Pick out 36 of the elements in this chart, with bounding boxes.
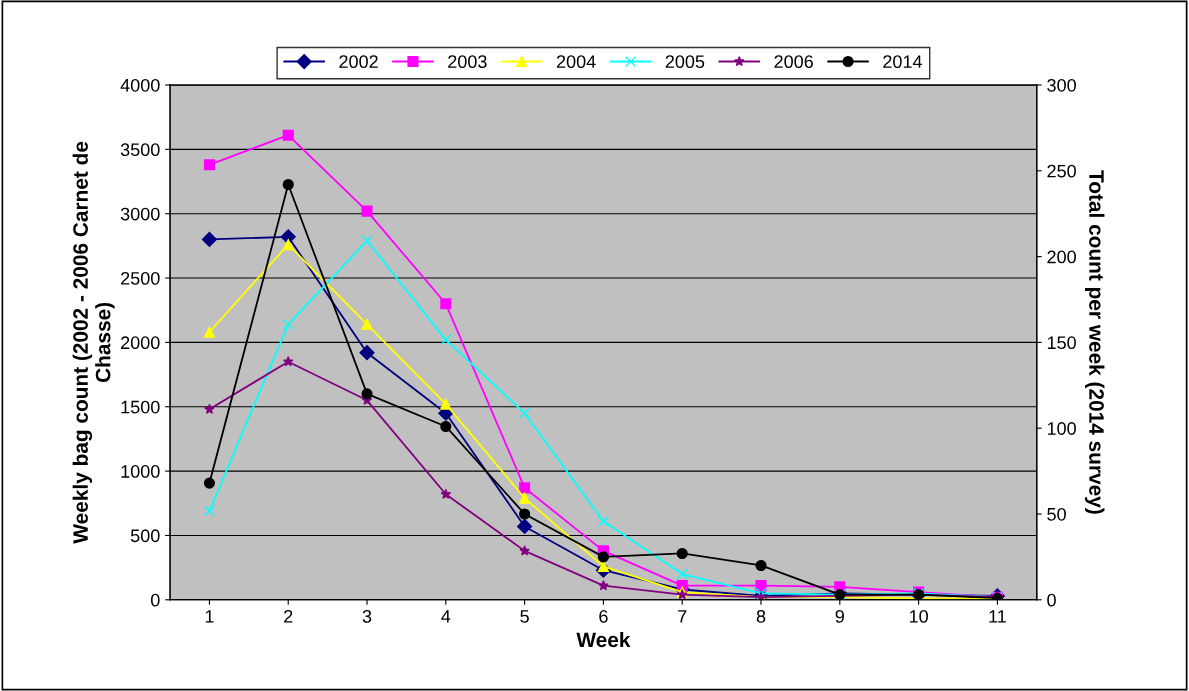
legend-label: 2006 [774,55,813,69]
x-tick-label: 4 [441,610,451,623]
x-tick-label: 11 [989,610,1006,623]
x-tick-label: 9 [835,609,844,623]
x-tick-label: 10 [909,609,928,623]
y2-tick-label: 150 [1047,336,1076,350]
y-tick-label: 1500 [121,400,160,414]
x-tick-label: 6 [599,609,608,623]
x-tick-label: 1 [205,610,214,623]
x-tick-label: 3 [362,609,372,623]
x-tick-label: 5 [520,610,529,623]
y2-tick-label: 200 [1047,250,1076,264]
y2-tick-label: 300 [1047,78,1076,92]
y2-tick-label: 0 [1047,593,1056,607]
y2-axis-title: Total count per week (2014 survey) [1085,170,1105,514]
legend-label: 2004 [556,55,596,69]
x-axis-title: Week [576,631,631,648]
legend-label: 2005 [665,55,705,69]
y-tick-label: 3000 [120,207,160,221]
x-tick-label: 8 [756,609,766,623]
y-tick-label: 2500 [121,271,160,285]
x-tick-label: 2 [284,609,293,623]
y-tick-label: 2000 [121,336,160,350]
y-tick-label: 0 [150,593,160,607]
y2-tick-label: 50 [1047,507,1066,521]
y-axis-title: Weekly bag count (2002 - 2006 Carnet de Chasse) [72,141,115,544]
x-tick-label: 7 [678,610,687,623]
legend-label: 2002 [339,55,378,69]
y-tick-label: 500 [130,529,160,543]
legend-label: 2003 [448,55,487,69]
y-tick-label: 1000 [121,465,160,478]
legend-label: 2014 [883,55,922,69]
y2-tick-label: 250 [1047,164,1076,178]
y-tick-label: 3500 [120,143,160,157]
y-tick-label: 4000 [120,78,160,92]
y2-tick-label: 100 [1047,422,1076,435]
